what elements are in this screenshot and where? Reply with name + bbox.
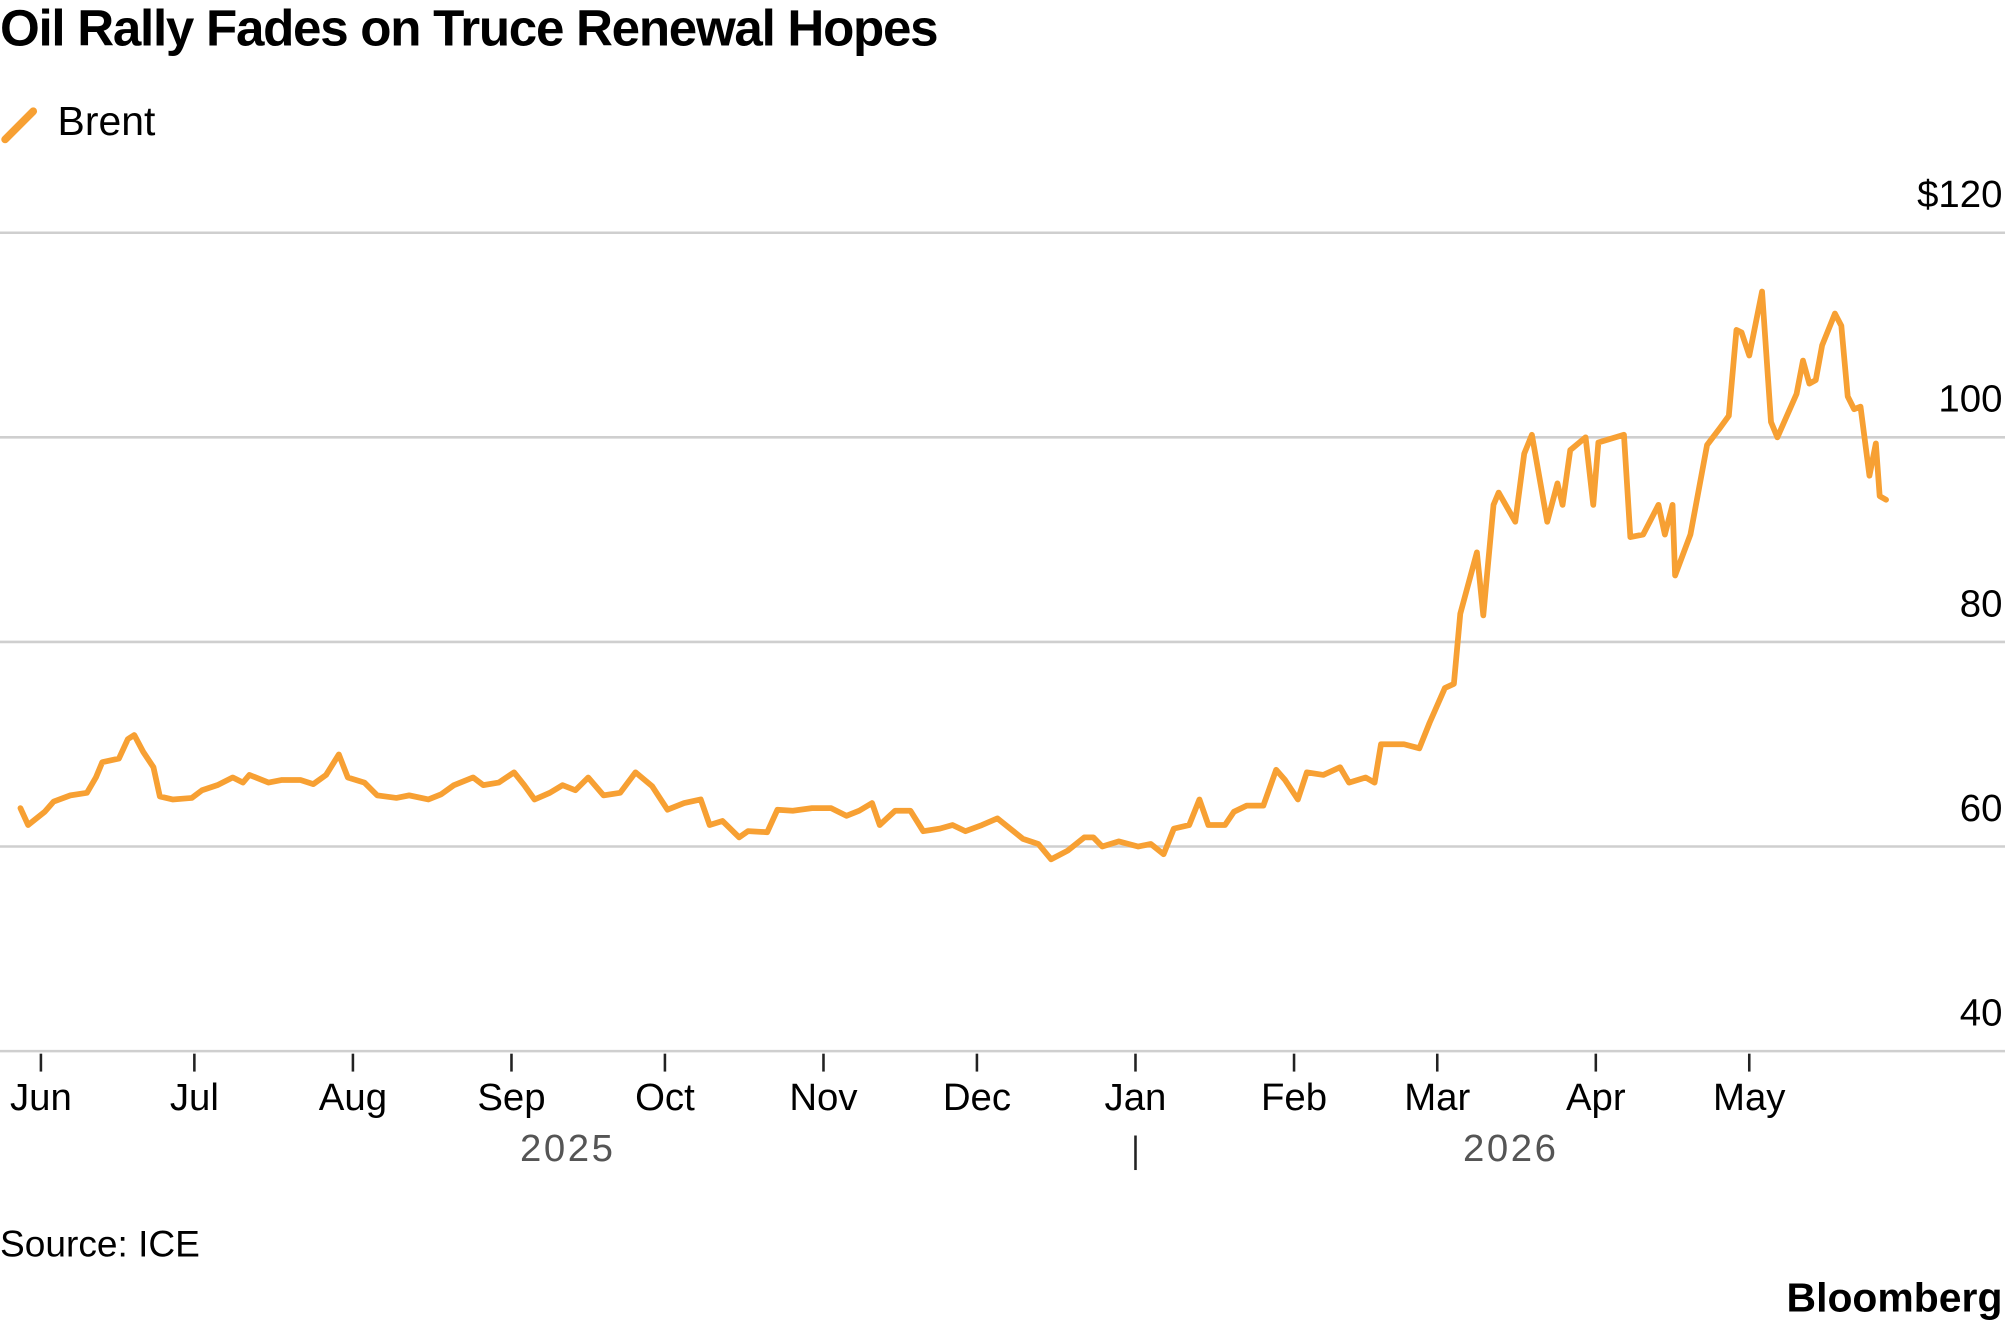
legend: Brent bbox=[1, 98, 156, 144]
year-label: 2026 bbox=[1463, 1127, 1559, 1170]
x-tick-label: May bbox=[1713, 1076, 1786, 1119]
year-label: 2025 bbox=[520, 1127, 616, 1170]
x-tick-label: Apr bbox=[1566, 1076, 1626, 1119]
x-tick-label: Sep bbox=[477, 1076, 545, 1119]
series-line bbox=[17, 288, 1889, 863]
source-note: Source: ICE bbox=[0, 1223, 200, 1265]
y-tick-label: 40 bbox=[1960, 991, 2003, 1034]
y-tick-label: 60 bbox=[1960, 787, 2003, 830]
y-tick-label: $120 bbox=[1917, 173, 2002, 216]
x-tick-label: Nov bbox=[789, 1076, 858, 1119]
x-tick-label: Feb bbox=[1261, 1076, 1327, 1119]
x-tick-label: Jun bbox=[10, 1076, 72, 1119]
brand: Bloomberg bbox=[1787, 1274, 2003, 1320]
x-tick-label: Dec bbox=[943, 1076, 1011, 1119]
y-tick-label: 100 bbox=[1938, 378, 2002, 421]
y-tick-label: 80 bbox=[1960, 582, 2003, 625]
chart-title: Oil Rally Fades on Truce Renewal Hopes bbox=[0, 0, 937, 57]
x-tick-label: Jan bbox=[1105, 1076, 1167, 1119]
x-tick-label: Mar bbox=[1404, 1076, 1470, 1119]
x-tick-label: Aug bbox=[319, 1076, 387, 1119]
x-tick-label: Oct bbox=[635, 1076, 695, 1119]
legend-label: Brent bbox=[58, 98, 156, 144]
x-tick-label: Jul bbox=[170, 1076, 219, 1119]
legend-swatch bbox=[1, 107, 38, 144]
